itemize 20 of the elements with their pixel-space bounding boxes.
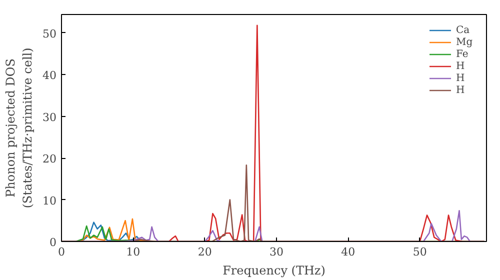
y-tick-label: 0 (50, 236, 56, 249)
x-tick-label: 30 (270, 246, 284, 258)
legend-label: H (456, 60, 466, 72)
legend-label: Mg (456, 36, 474, 48)
legend-label: Fe (456, 48, 470, 60)
x-tick-label: 50 (412, 246, 427, 258)
y-tick-label: 20 (42, 152, 57, 166)
x-tick-label: 40 (341, 246, 356, 258)
y-tick-label: 50 (42, 27, 57, 40)
legend-label: Ca (456, 24, 471, 36)
legend-label: H (456, 84, 466, 96)
y-tick-label: 10 (42, 194, 57, 208)
x-tick-label: 10 (126, 246, 140, 258)
x-tick-label: 20 (198, 246, 212, 258)
y-tick-label: 30 (42, 110, 57, 124)
y-tick-label: 40 (42, 69, 57, 82)
y-axis-title: Phonon projected DOS (States/THz·primitive cell) (4, 48, 35, 208)
legend-label: H (456, 72, 466, 84)
x-tick-label: 0 (58, 246, 65, 258)
x-axis-title: Frequency (THz) (222, 264, 326, 278)
